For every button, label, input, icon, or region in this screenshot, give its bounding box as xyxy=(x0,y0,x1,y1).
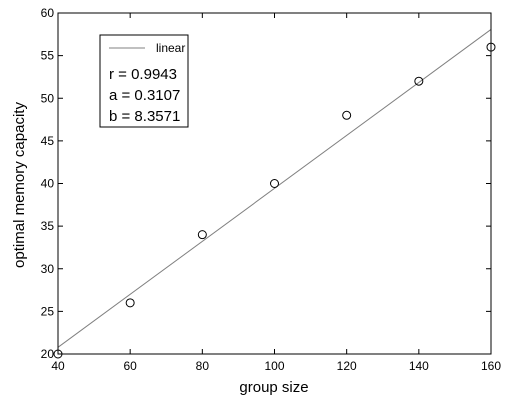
y-tick-label: 25 xyxy=(41,304,55,318)
legend-label-linear: linear xyxy=(156,41,185,55)
data-point xyxy=(414,76,424,86)
axes: 40 60 80 100 120 140 160 20 25 30 35 40 45 50 55 60 xyxy=(41,6,502,373)
legend-stat: b = 8.3571 xyxy=(109,108,180,125)
y-tick-label: 30 xyxy=(41,262,55,276)
data-point xyxy=(270,179,279,188)
x-tick-label: 140 xyxy=(409,359,429,373)
legend-stat: r = 0.9943 xyxy=(109,66,177,83)
y-tick-label: 45 xyxy=(41,134,55,148)
y-tick-label: 40 xyxy=(41,177,55,191)
y-tick-label: 35 xyxy=(41,219,55,233)
x-tick-label: 40 xyxy=(51,359,65,373)
data-point xyxy=(125,298,135,308)
y-tick-label: 50 xyxy=(41,91,55,105)
x-tick-label: 80 xyxy=(196,359,210,373)
regression-line xyxy=(57,29,492,348)
x-axis-label: group size xyxy=(239,379,308,396)
x-tick-label: 100 xyxy=(264,359,284,373)
y-tick-label: 60 xyxy=(41,6,55,20)
y-tick-label: 20 xyxy=(41,347,55,361)
x-tick-label: 60 xyxy=(123,359,137,373)
x-tick-label: 120 xyxy=(337,359,357,373)
data-point xyxy=(197,230,207,240)
legend-stat: a = 0.3107 xyxy=(109,87,180,104)
y-axis-label: optimal memory capacity xyxy=(11,102,28,268)
data-point xyxy=(342,110,352,120)
legend: linear r = 0.9943 a = 0.3107 b = 8.3571 xyxy=(99,34,189,128)
y-tick-label: 55 xyxy=(41,49,55,63)
x-tick-label: 160 xyxy=(481,359,501,373)
legend-box xyxy=(99,34,189,128)
